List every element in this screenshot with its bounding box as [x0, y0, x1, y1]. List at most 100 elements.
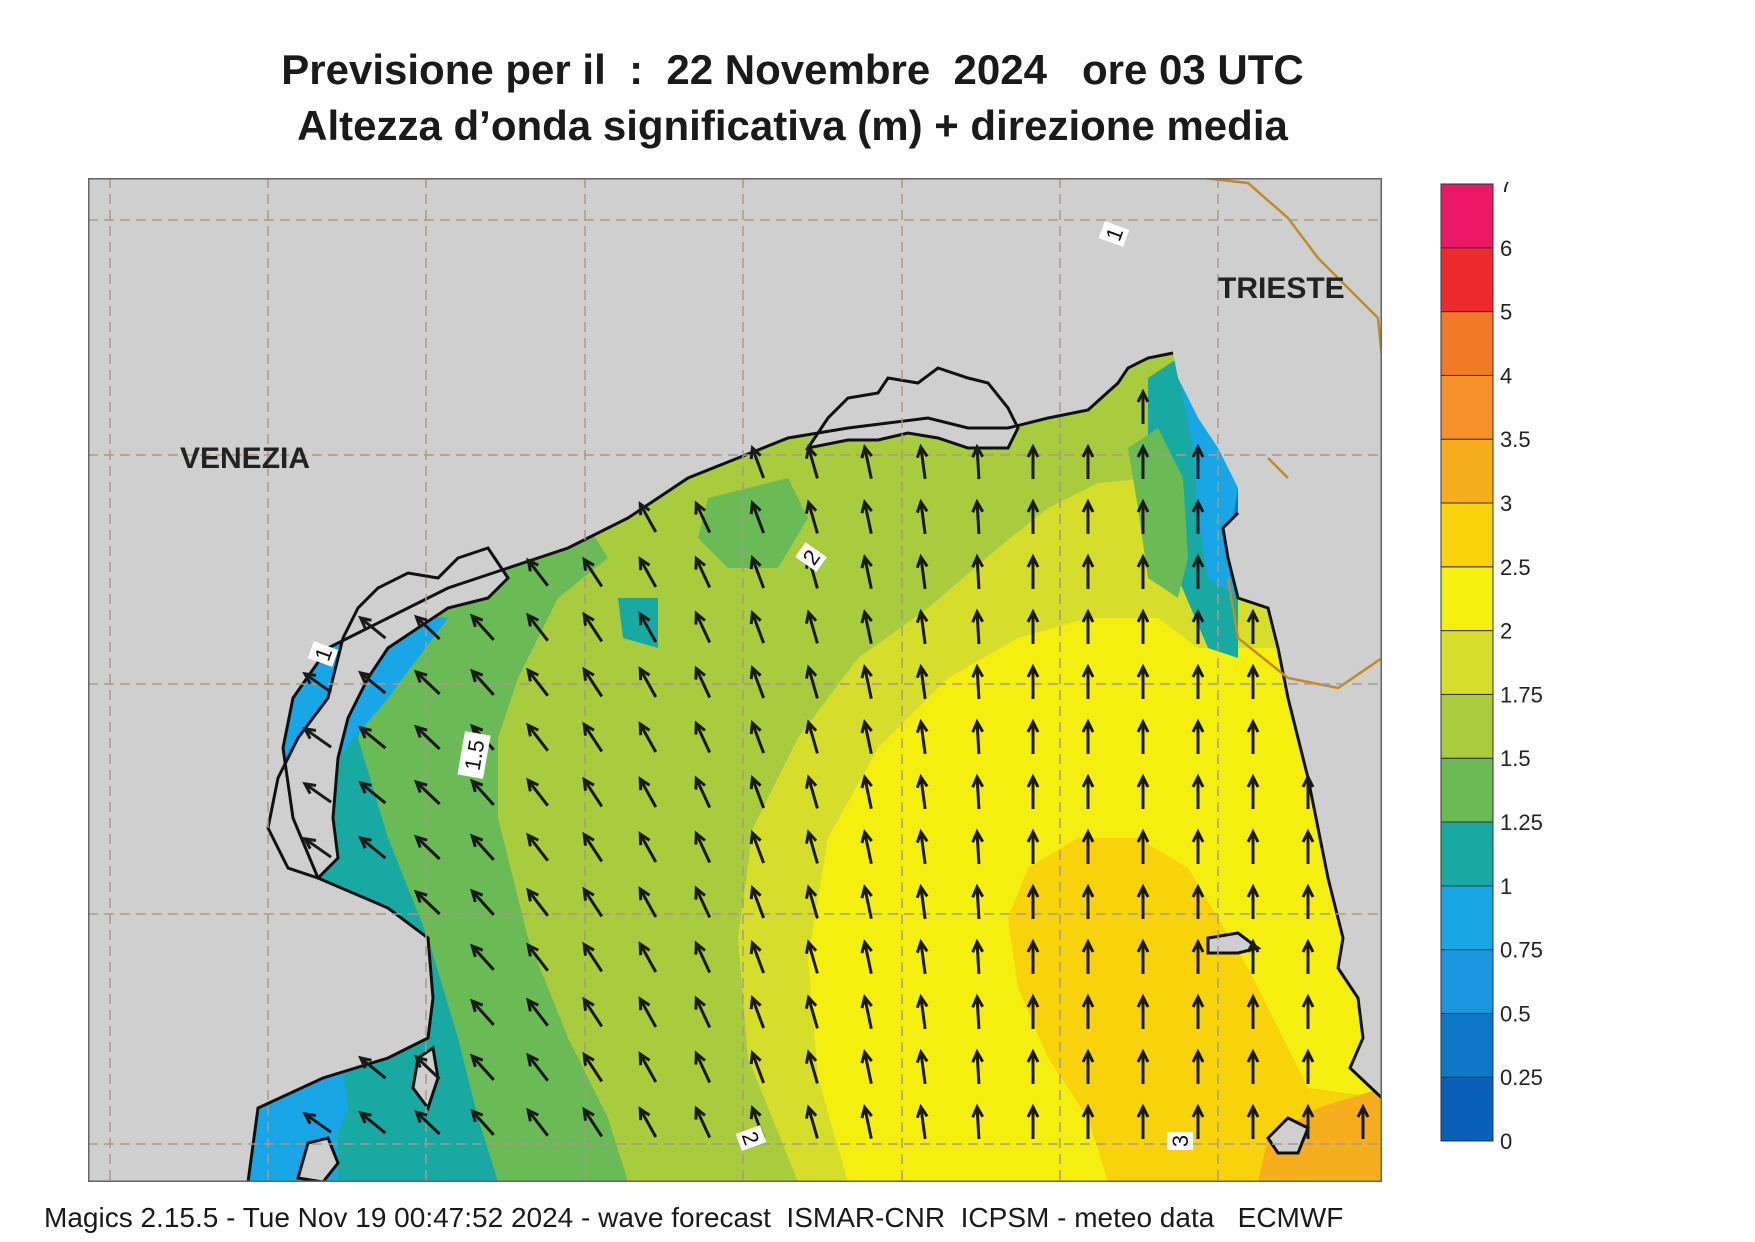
direction-arrow [1081, 498, 1095, 534]
direction-arrow [860, 719, 873, 755]
contour-label: 1.5 [460, 738, 490, 772]
direction-arrow [1026, 1103, 1040, 1139]
direction-arrow [582, 611, 604, 643]
direction-arrow [971, 718, 984, 755]
direction-arrow [526, 1107, 549, 1137]
direction-arrow [694, 555, 712, 589]
direction-arrow [749, 444, 766, 479]
direction-arrow [1301, 993, 1315, 1029]
direction-arrow [971, 1048, 984, 1085]
direction-arrow [1026, 1048, 1040, 1084]
direction-arrow [470, 888, 495, 916]
direction-arrow [1026, 718, 1040, 754]
direction-arrow [638, 721, 658, 753]
legend-swatch [1440, 757, 1494, 823]
forecast-date-title: Previsione per il : 22 Novembre 2024 ore… [281, 46, 1304, 93]
direction-arrow [915, 828, 929, 865]
legend-level-label: 0 [1500, 1129, 1512, 1154]
direction-arrow [694, 720, 712, 754]
direction-arrow [915, 608, 929, 645]
direction-arrow [1301, 1048, 1315, 1084]
direction-arrow [805, 884, 819, 919]
legend-swatch [1440, 183, 1494, 249]
wave-direction-arrows [302, 388, 1370, 1140]
direction-arrow [1191, 883, 1205, 919]
city-label-trieste: TRIESTE [1218, 272, 1345, 305]
direction-arrow [1191, 718, 1205, 754]
direction-arrow [1136, 498, 1150, 534]
direction-arrow [1246, 938, 1260, 974]
direction-arrow [749, 1049, 766, 1084]
direction-arrow [302, 1111, 332, 1134]
direction-arrow [413, 1109, 441, 1136]
direction-arrow [1081, 993, 1095, 1029]
direction-arrow [1191, 938, 1205, 974]
direction-arrow [1246, 663, 1260, 699]
footer-credits: Magics 2.15.5 - Tue Nov 19 00:47:52 2024… [44, 1202, 1344, 1233]
direction-arrow [971, 498, 984, 535]
direction-arrow [915, 1103, 929, 1140]
band-1-25-north [698, 478, 808, 568]
direction-arrow [358, 780, 387, 805]
direction-arrow [1136, 828, 1150, 864]
direction-arrow [413, 834, 441, 861]
variable-title: Altezza d’onda significativa (m) + direz… [297, 102, 1288, 149]
direction-arrow [694, 1050, 712, 1084]
direction-arrow [694, 665, 712, 699]
direction-arrow [1026, 498, 1040, 534]
direction-arrow [971, 553, 984, 590]
direction-arrow [805, 829, 819, 864]
direction-arrow [1026, 553, 1040, 589]
direction-arrow [638, 666, 658, 698]
legend-level-label: 2 [1500, 619, 1512, 644]
direction-arrow [805, 1049, 819, 1084]
direction-arrow [582, 776, 604, 808]
direction-arrow [638, 886, 658, 918]
direction-arrow [1191, 773, 1205, 809]
direction-arrow [1081, 718, 1095, 754]
direction-arrow [915, 1048, 929, 1085]
direction-arrow [749, 884, 766, 919]
legend-level-label: 3 [1500, 491, 1512, 516]
direction-arrow [971, 938, 984, 975]
direction-arrow [971, 993, 984, 1030]
direction-arrow [694, 610, 712, 644]
direction-arrow [1081, 828, 1095, 864]
direction-arrow [1026, 883, 1040, 919]
direction-arrow [1191, 443, 1205, 479]
direction-arrow [749, 774, 766, 809]
direction-arrow [860, 664, 873, 700]
direction-arrow [1081, 663, 1095, 699]
direction-arrow [1026, 443, 1040, 479]
direction-arrow [638, 501, 658, 533]
direction-arrow [413, 1054, 441, 1081]
direction-arrow [915, 663, 929, 700]
legend-level-label: 1.25 [1500, 810, 1543, 835]
direction-arrow [582, 941, 604, 973]
direction-arrow [1191, 828, 1205, 864]
color-scale-legend: 0 0.25 0.5 0.75 1 1.25 1.5 1.75 2 2.5 3 3.5 4 5 6 7 [1440, 182, 1543, 1154]
direction-arrow [1246, 1048, 1260, 1084]
direction-arrow [358, 835, 387, 860]
direction-arrow [470, 1108, 495, 1136]
legend-level-label: 5 [1500, 300, 1512, 325]
direction-arrow [1081, 938, 1095, 974]
direction-arrow [1081, 1103, 1095, 1139]
legend-level-label: 1.75 [1500, 682, 1543, 707]
direction-arrow [694, 995, 712, 1029]
direction-arrow [860, 1049, 873, 1085]
direction-arrow [1081, 443, 1095, 479]
direction-arrow [1081, 553, 1095, 589]
direction-arrow [749, 554, 766, 589]
direction-arrow [1191, 1103, 1205, 1139]
direction-arrow [582, 556, 604, 588]
direction-arrow [1136, 938, 1150, 974]
direction-arrow [1136, 718, 1150, 754]
direction-arrow [1191, 608, 1205, 644]
legend-swatch [1440, 247, 1494, 313]
direction-arrow [1081, 773, 1095, 809]
direction-arrow [638, 556, 658, 588]
legend-level-label: 1 [1500, 874, 1512, 899]
direction-arrow [915, 993, 929, 1030]
national-border [1202, 178, 1382, 690]
